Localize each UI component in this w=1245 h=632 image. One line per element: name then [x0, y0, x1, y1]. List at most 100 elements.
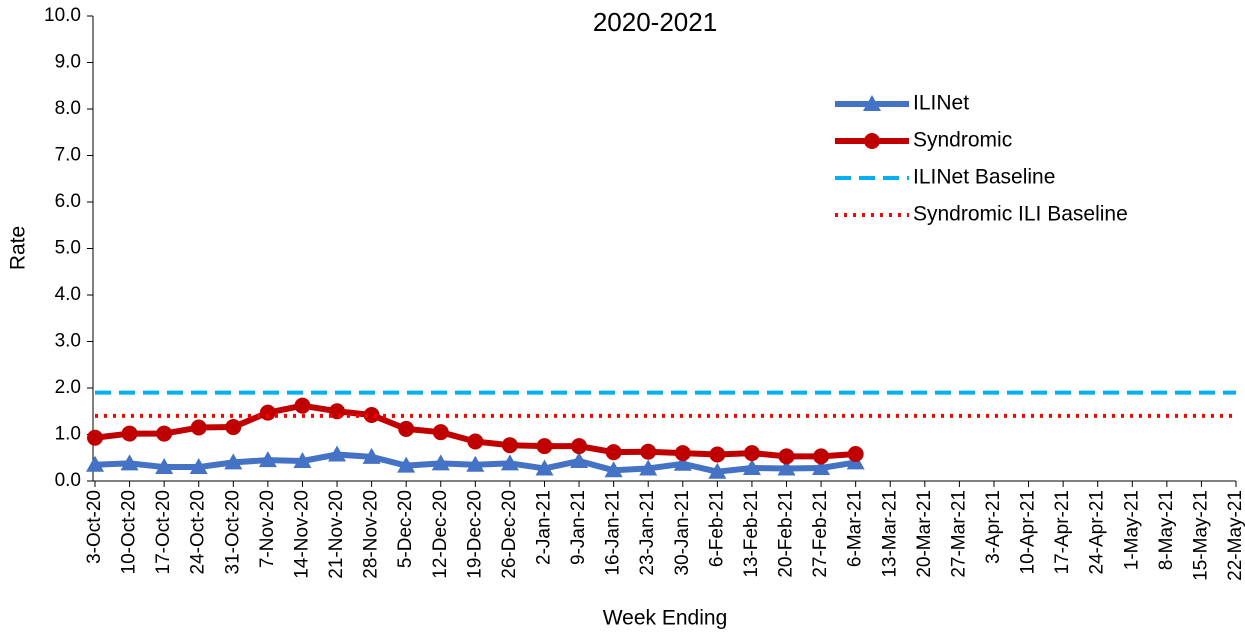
x-tick-label: 14-Nov-20: [291, 490, 312, 579]
y-tick-label: 4.0: [55, 284, 81, 305]
y-tick-label: 2.0: [55, 377, 81, 398]
y-tick-label: 3.0: [55, 331, 81, 352]
legend-label: Syndromic: [913, 129, 1012, 152]
marker: [709, 446, 726, 463]
x-tick-label: 2-Jan-21: [534, 490, 555, 565]
x-tick-label: 22-May-21: [1225, 490, 1245, 581]
marker: [328, 445, 347, 462]
y-tick-label: 1.0: [55, 424, 81, 445]
x-tick-label: 7-Nov-20: [257, 490, 278, 568]
y-tick-label: 5.0: [55, 238, 81, 259]
x-tick-label: 3-Apr-21: [983, 490, 1004, 564]
x-tick-label: 27-Feb-21: [810, 490, 831, 578]
x-tick-label: 24-Oct-20: [188, 490, 209, 574]
marker: [535, 459, 554, 476]
marker: [397, 456, 416, 473]
x-tick-label: 15-May-21: [1190, 490, 1211, 581]
marker: [190, 419, 207, 436]
x-tick-label: 28-Nov-20: [361, 490, 382, 579]
y-tick-label: 10.0: [44, 5, 81, 26]
marker: [362, 447, 381, 464]
marker: [155, 458, 174, 475]
marker: [605, 444, 622, 461]
marker: [398, 420, 415, 437]
x-axis-label: Week Ending: [603, 607, 728, 630]
marker: [189, 458, 208, 475]
marker: [224, 453, 243, 470]
x-tick-label: 1-May-21: [1121, 490, 1142, 570]
y-tick-label: 9.0: [55, 52, 81, 73]
marker: [742, 458, 761, 475]
x-tick-label: 10-Oct-20: [119, 490, 140, 574]
x-tick-label: 6-Mar-21: [845, 490, 866, 567]
marker: [431, 454, 450, 471]
marker: [864, 133, 880, 149]
x-tick-label: 16-Jan-21: [603, 490, 624, 576]
marker: [86, 455, 104, 472]
marker: [87, 429, 103, 446]
chart-title: 2020-2021: [593, 7, 717, 37]
x-tick-label: 13-Feb-21: [741, 490, 762, 578]
marker: [432, 424, 449, 441]
marker: [225, 419, 242, 436]
x-tick-label: 13-Mar-21: [879, 490, 900, 578]
x-tick-label: 27-Mar-21: [948, 490, 969, 578]
x-tick-label: 19-Dec-20: [464, 490, 485, 579]
y-tick-label: 6.0: [55, 191, 81, 212]
marker: [329, 403, 346, 420]
x-tick-label: 5-Dec-20: [395, 490, 416, 568]
x-tick-label: 21-Nov-20: [326, 490, 347, 579]
x-tick-label: 20-Mar-21: [914, 490, 935, 578]
marker: [294, 397, 311, 414]
marker: [121, 425, 138, 442]
marker: [673, 454, 692, 471]
marker: [777, 459, 796, 476]
marker: [813, 448, 830, 465]
x-tick-label: 24-Apr-21: [1087, 490, 1108, 575]
legend-label: ILINet Baseline: [913, 166, 1055, 189]
marker: [466, 455, 485, 472]
x-tick-label: 20-Feb-21: [776, 490, 797, 578]
x-tick-label: 9-Jan-21: [568, 490, 589, 565]
x-tick-label: 12-Dec-20: [430, 490, 451, 579]
marker: [863, 95, 881, 111]
x-tick-label: 31-Oct-20: [222, 490, 243, 574]
marker: [743, 445, 760, 462]
y-tick-label: 0.0: [55, 470, 81, 491]
x-tick-label: 17-Oct-20: [153, 490, 174, 574]
marker: [293, 452, 312, 469]
marker: [674, 445, 691, 462]
marker: [501, 437, 518, 454]
x-tick-label: 30-Jan-21: [672, 490, 693, 576]
marker: [778, 448, 795, 465]
marker: [847, 446, 864, 463]
marker: [812, 458, 831, 475]
marker: [604, 461, 623, 478]
x-tick-label: 8-May-21: [1156, 490, 1177, 570]
marker: [500, 454, 519, 471]
x-tick-label: 3-Oct-20: [84, 490, 105, 564]
marker: [571, 438, 588, 455]
marker: [708, 462, 727, 479]
marker: [536, 438, 553, 455]
x-tick-label: 26-Dec-20: [499, 490, 520, 579]
marker: [363, 406, 380, 423]
y-tick-label: 7.0: [55, 145, 81, 166]
x-tick-label: 17-Apr-21: [1052, 490, 1073, 575]
marker: [258, 451, 277, 468]
x-tick-label: 23-Jan-21: [637, 490, 658, 576]
marker: [640, 443, 657, 460]
marker: [467, 433, 484, 450]
marker: [156, 425, 173, 442]
x-tick-label: 10-Apr-21: [1018, 490, 1039, 575]
marker: [259, 404, 276, 421]
legend-label: ILINet: [913, 92, 969, 115]
marker: [120, 454, 139, 471]
marker: [639, 459, 658, 476]
marker: [570, 452, 589, 469]
y-tick-label: 8.0: [55, 98, 81, 119]
x-tick-label: 6-Feb-21: [706, 490, 727, 567]
legend-label: Syndromic ILI Baseline: [913, 203, 1128, 226]
y-axis-label: Rate: [7, 226, 30, 270]
